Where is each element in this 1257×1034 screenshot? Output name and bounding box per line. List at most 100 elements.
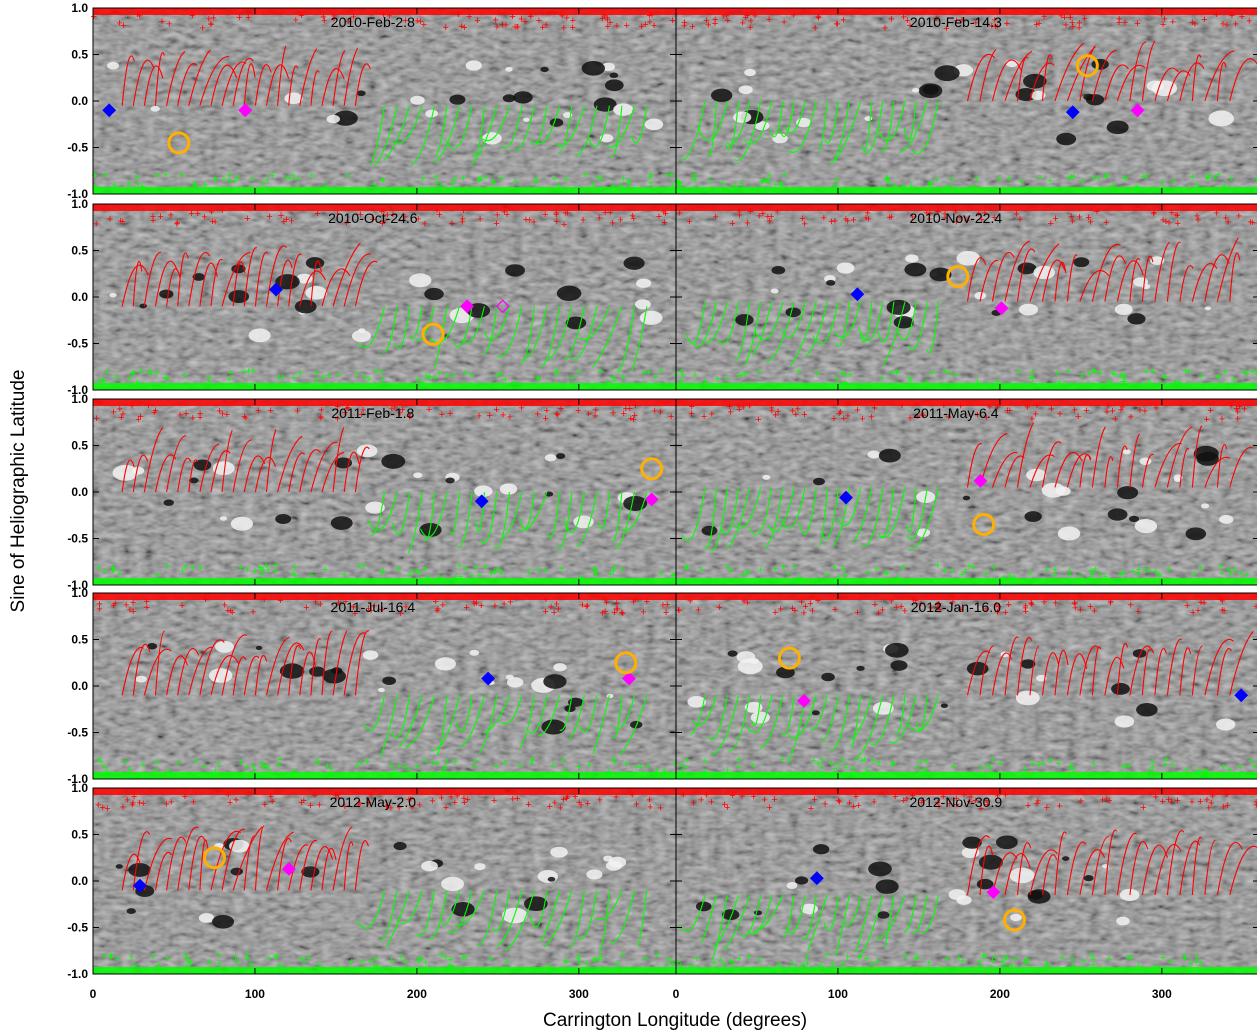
- field-line: [631, 306, 648, 371]
- south-footpoint-mark: +: [746, 951, 752, 963]
- south-footpoint-mark: +: [926, 178, 932, 190]
- south-footpoint-mark: +: [653, 372, 659, 384]
- active-region: [377, 687, 385, 693]
- field-line: [1141, 40, 1156, 102]
- south-footpoint-mark: +: [110, 562, 116, 574]
- south-footpoint-mark: +: [912, 953, 918, 965]
- field-line: [1204, 50, 1235, 102]
- north-footpoint-mark: +: [443, 22, 449, 34]
- field-line: [243, 835, 255, 891]
- north-footpoint-mark: +: [686, 216, 692, 228]
- north-footpoint-mark: +: [388, 803, 394, 815]
- north-footpoint-mark: +: [801, 607, 807, 619]
- south-footpoint-mark: +: [711, 957, 717, 969]
- south-footpoint-mark: +: [554, 366, 560, 378]
- field-line: [482, 306, 498, 354]
- north-footpoint-mark: +: [1004, 18, 1010, 30]
- active-region: [553, 663, 567, 672]
- north-footpoint-mark: +: [183, 408, 189, 420]
- south-footpoint-mark: +: [388, 955, 394, 967]
- south-footpoint-mark: +: [688, 960, 694, 972]
- south-footpoint-mark: +: [164, 373, 170, 385]
- field-line: [883, 301, 906, 366]
- south-footpoint-mark: +: [576, 957, 582, 969]
- panel-2010-Feb-14.3: ++++++++++++++++++++++++++++++++++++++++…: [674, 7, 1257, 195]
- north-footpoint-mark: +: [268, 791, 274, 803]
- field-line: [613, 695, 635, 730]
- south-footpoint-mark: +: [1197, 765, 1203, 777]
- field-line: [265, 245, 288, 307]
- south-footpoint-mark: +: [799, 959, 805, 971]
- field-line: [1191, 54, 1202, 102]
- south-footpoint-mark: +: [1092, 366, 1098, 378]
- field-line: [188, 835, 206, 891]
- active-region: [736, 651, 756, 663]
- north-footpoint-mark: +: [669, 15, 675, 27]
- active-region: [362, 650, 379, 660]
- north-footpoint-mark: +: [835, 795, 841, 807]
- north-footpoint-mark: +: [1225, 216, 1231, 228]
- north-footpoint-mark: +: [1071, 597, 1077, 609]
- north-footpoint-mark: +: [802, 601, 808, 613]
- north-footpoint-mark: +: [1134, 18, 1140, 30]
- south-footpoint-mark: +: [395, 564, 401, 576]
- north-footpoint-mark: +: [920, 410, 926, 422]
- field-line: [1116, 445, 1128, 488]
- south-footpoint-mark: +: [550, 760, 556, 772]
- south-footpoint-mark: +: [248, 959, 254, 971]
- field-line: [1041, 54, 1053, 102]
- north-footpoint-mark: +: [850, 801, 856, 813]
- south-footpoint-mark: +: [744, 567, 750, 579]
- south-footpoint-mark: +: [234, 957, 240, 969]
- north-footpoint-mark: +: [459, 213, 465, 225]
- north-footpoint-mark: +: [902, 606, 908, 618]
- north-footpoint-mark: +: [159, 16, 165, 28]
- panel-2011-Feb-1.8: ++++++++++++++++++++++++++++++++++++++++…: [92, 398, 677, 586]
- field-line: [299, 449, 321, 493]
- south-footpoint-mark: +: [966, 560, 972, 572]
- field-line: [966, 650, 991, 696]
- north-footpoint-mark: +: [1017, 214, 1023, 226]
- field-line: [1066, 653, 1088, 696]
- field-line: [606, 105, 635, 148]
- south-footpoint-mark: +: [1022, 763, 1028, 775]
- field-line: [861, 487, 884, 547]
- north-footpoint-mark: +: [1024, 402, 1030, 414]
- field-line: [1029, 243, 1060, 302]
- north-footpoint-mark: +: [1189, 797, 1195, 809]
- south-footpoint-mark: +: [444, 370, 450, 382]
- south-footpoint-mark: +: [906, 372, 912, 384]
- north-footpoint-mark: +: [1036, 18, 1042, 30]
- north-footpoint-mark: +: [979, 214, 985, 226]
- north-footpoint-mark: +: [1241, 403, 1247, 415]
- south-footpoint-mark: +: [1150, 763, 1156, 775]
- south-footpoint-mark: +: [148, 367, 154, 379]
- south-footpoint-mark: +: [772, 563, 778, 575]
- active-region: [623, 256, 645, 270]
- north-footpoint-mark: +: [360, 404, 366, 416]
- south-footpoint-mark: +: [698, 565, 704, 577]
- north-footpoint-mark: +: [624, 20, 630, 32]
- active-region: [1193, 445, 1219, 462]
- south-footpoint-mark: +: [357, 757, 363, 769]
- field-line: [577, 890, 598, 940]
- south-footpoint-mark: +: [291, 766, 297, 778]
- north-footpoint-mark: +: [936, 604, 942, 616]
- south-footpoint-mark: +: [442, 762, 448, 774]
- north-footpoint-mark: +: [736, 404, 742, 416]
- south-footpoint-mark: +: [114, 954, 120, 966]
- south-footpoint-mark: +: [885, 173, 891, 185]
- south-footpoint-mark: +: [683, 562, 689, 574]
- field-line: [479, 695, 498, 754]
- field-line: [1141, 453, 1154, 488]
- south-footpoint-mark: +: [1195, 765, 1201, 777]
- north-footpoint-mark: +: [1160, 19, 1166, 31]
- south-footpoint-mark: +: [735, 754, 741, 766]
- south-footpoint-mark: +: [243, 761, 249, 773]
- south-footpoint-mark: +: [791, 561, 797, 573]
- north-footpoint-mark: +: [542, 209, 548, 221]
- north-footpoint-mark: +: [261, 594, 267, 606]
- north-footpoint-mark: +: [553, 208, 559, 220]
- south-footpoint-mark: +: [611, 561, 617, 573]
- active-region: [305, 286, 328, 300]
